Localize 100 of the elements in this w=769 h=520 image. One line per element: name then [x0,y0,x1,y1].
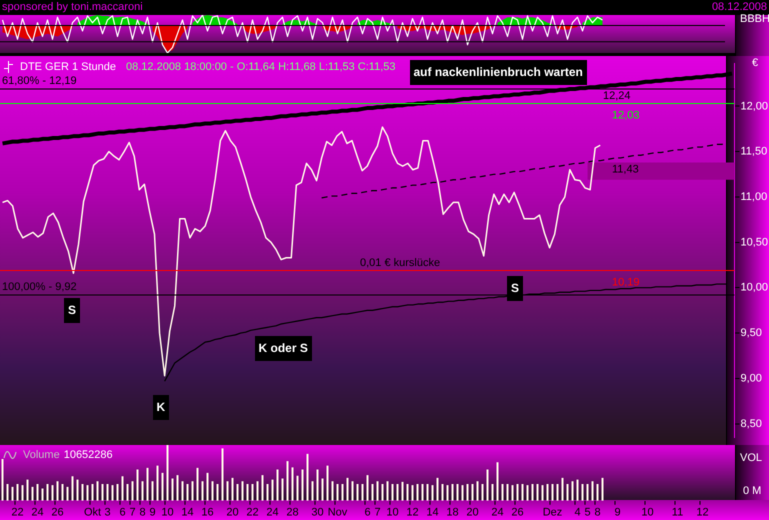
bar [316,470,318,501]
text: sponsored by toni.maccaroni [2,1,143,13]
x-tick-label: Okt [84,506,102,518]
bar [476,481,478,501]
bar [292,467,294,501]
chart-title: DTE GER 1 Stunde [20,60,116,72]
bar [162,472,164,501]
annotation: K [152,394,170,420]
x-tick-label: 20 [226,506,239,518]
bar [342,484,344,501]
bar [126,484,128,501]
bar [392,484,394,501]
x-tick-label: 22 [11,506,24,518]
y-axis-title: VOL [740,452,762,464]
bar [242,481,244,501]
text: 08.12.2008 [712,1,767,13]
bar [2,458,4,501]
bar [122,476,124,501]
bar [212,481,214,501]
bar [552,484,554,501]
bar [296,476,298,501]
x-tick-label: 16 [201,506,214,518]
bar [326,466,328,501]
bar [602,478,604,501]
bar [362,484,364,501]
bar [202,481,204,501]
bar [532,484,534,501]
x-tick-label: 10 [386,506,399,518]
bar [372,484,374,501]
ref-line-label: 10,19 [612,276,640,288]
bar [246,484,248,501]
bar [566,484,568,501]
x-tick-label: 20 [466,506,479,518]
bar [252,484,254,501]
bar [556,484,558,501]
y-tick-label: 8,50 [740,418,762,430]
bar [192,481,194,501]
ref-line-label: 12,03 [612,110,640,122]
bar [406,484,408,501]
bar [436,478,438,501]
bar [256,481,258,501]
bar [136,470,138,501]
bar [352,481,354,501]
bar [576,480,578,501]
bar [132,481,134,501]
bar [42,488,44,501]
bar [36,484,38,501]
x-tick-label: 24 [31,506,44,518]
bar [422,484,424,501]
text: 0 M [743,485,762,497]
chart-subtitle: 08.12.2008 18:00:00 - O:11,64 H:11,68 L:11,53 C:11,53 [126,60,396,72]
y-tick-label: 12,00 [740,100,768,112]
bar [486,470,488,501]
bar [226,481,228,501]
bar [82,484,84,501]
bar [232,478,234,501]
x-tick-label: 3 [104,506,111,518]
bar [432,485,434,501]
annotation: K oder S [254,336,312,360]
bar [86,485,88,501]
x-tick-label: 12 [696,506,709,518]
bar [356,484,358,501]
x-tick-label: 5 [584,506,591,518]
bar [412,485,414,501]
x-tick-label: 30 [311,506,324,518]
bar [512,485,514,501]
bar [186,484,188,501]
bar [52,485,54,501]
bar [222,448,224,501]
x-tick-label: 10 [641,506,654,518]
x-tick-label: Dez [542,506,562,518]
chart-subtitle: 10652286 [64,448,113,460]
bar [562,478,564,501]
x-tick-label: 26 [511,506,524,518]
bar [396,484,398,501]
bar [442,484,444,501]
bar [32,486,34,501]
y-tick-label: 10,50 [740,236,768,248]
bar [452,484,454,501]
x-tick-label: 24 [491,506,504,518]
bar [166,445,168,501]
bar [312,481,314,501]
annotation: S [507,276,524,300]
x-tick-label: 22 [246,506,259,518]
bar [496,462,498,501]
y-tick-label: 11,50 [740,146,768,158]
bar [262,475,264,501]
bar [112,485,114,501]
bar [506,484,508,501]
bar [306,454,308,501]
bar [426,484,428,501]
bar [172,478,174,501]
bar [142,481,144,501]
x-tick-label: 12 [406,506,419,518]
x-tick-label: Nov [328,506,348,518]
bar [482,484,484,501]
y-tick-label: 11,00 [740,191,768,203]
bar [106,484,108,501]
bar [462,485,464,501]
bar [116,484,118,501]
